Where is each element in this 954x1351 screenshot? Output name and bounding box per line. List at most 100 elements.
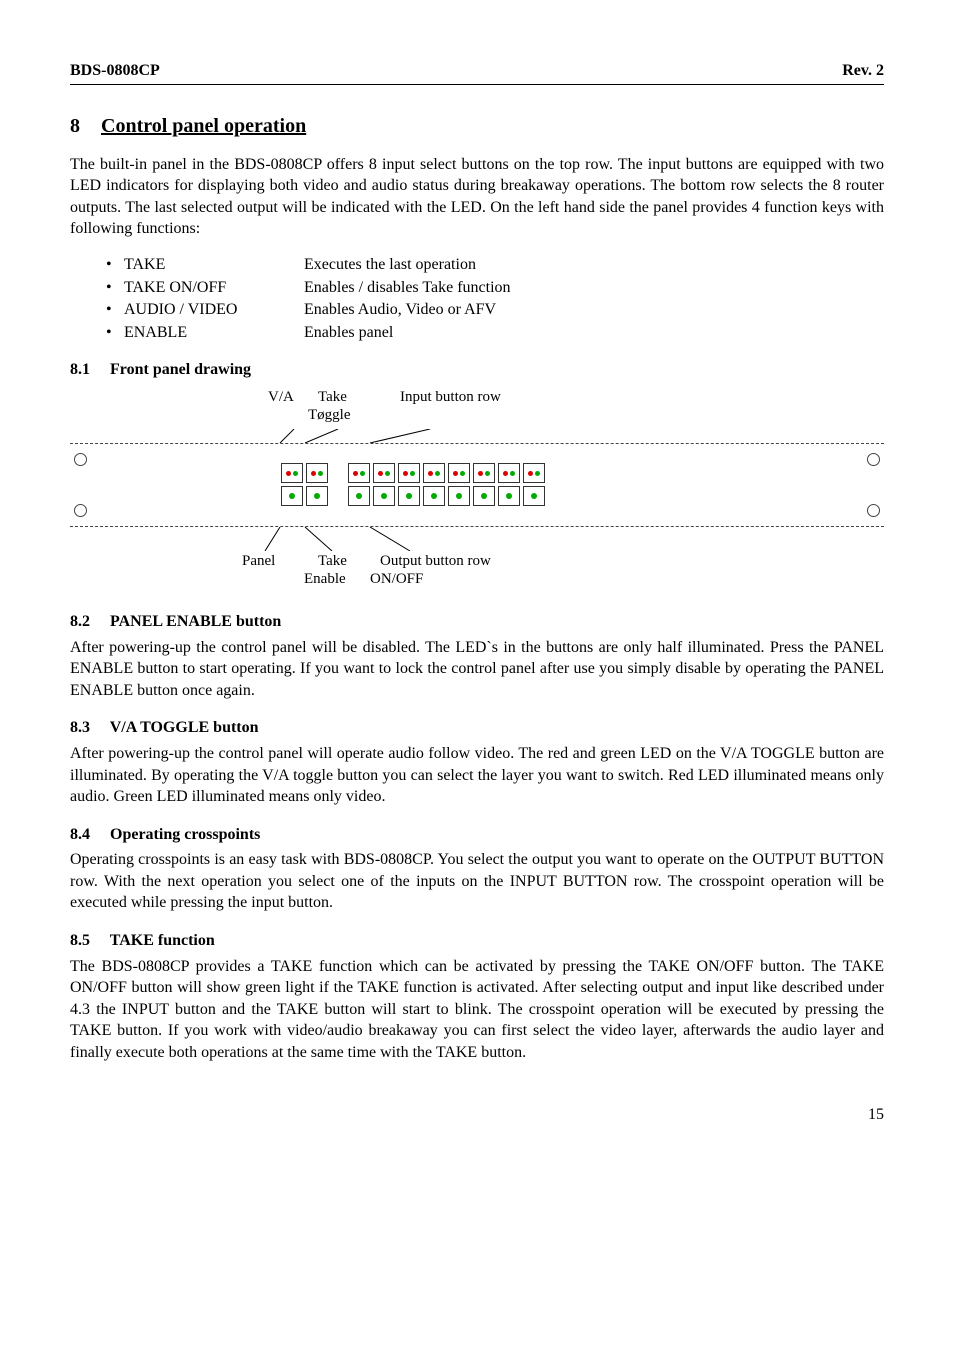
led-red-icon — [378, 471, 383, 476]
led-red-icon — [311, 471, 316, 476]
intro-paragraph: The built-in panel in the BDS-0808CP off… — [70, 154, 884, 240]
bottom-leader-lines — [70, 527, 884, 551]
label-input-row: Input button row — [400, 387, 501, 407]
bottom-annotation-row: Panel Take Output button row Enable ON/O… — [70, 551, 884, 595]
subsection-number: 8.5 — [70, 930, 106, 952]
led-red-icon — [353, 471, 358, 476]
led-green-icon — [289, 493, 295, 499]
take-onoff-button[interactable] — [306, 486, 328, 506]
panel-enable-button[interactable] — [281, 486, 303, 506]
subsection-title: V/A TOGGLE button — [110, 719, 259, 736]
subsection-title: TAKE function — [110, 932, 215, 949]
bullet-icon: • — [106, 254, 124, 276]
led-green-icon — [481, 493, 487, 499]
va-toggle-button[interactable] — [281, 463, 303, 483]
led-green-icon — [510, 471, 515, 476]
led-red-icon — [453, 471, 458, 476]
subsection-heading: 8.4 Operating crosspoints — [70, 824, 884, 846]
screw-icon — [74, 453, 87, 466]
input-button[interactable] — [423, 463, 445, 483]
led-red-icon — [403, 471, 408, 476]
list-item: • ENABLE Enables panel — [106, 322, 884, 344]
input-button[interactable] — [448, 463, 470, 483]
output-button[interactable] — [373, 486, 395, 506]
bullet-label: AUDIO / VIDEO — [124, 299, 304, 321]
led-green-icon — [360, 471, 365, 476]
input-button[interactable] — [348, 463, 370, 483]
led-green-icon — [410, 471, 415, 476]
led-green-icon — [293, 471, 298, 476]
subsection-heading: 8.2 PANEL ENABLE button — [70, 611, 884, 633]
output-button[interactable] — [498, 486, 520, 506]
section-number: 8 — [70, 113, 96, 140]
subsection-body: Operating crosspoints is an easy task wi… — [70, 849, 884, 914]
led-red-icon — [428, 471, 433, 476]
top-leader-lines — [70, 429, 884, 443]
screw-icon — [867, 504, 880, 517]
bullet-label: ENABLE — [124, 322, 304, 344]
bullet-desc: Enables panel — [304, 322, 884, 344]
led-green-icon — [314, 493, 320, 499]
led-green-icon — [356, 493, 362, 499]
input-button[interactable] — [523, 463, 545, 483]
section-title: Control panel operation — [101, 115, 306, 137]
bullet-desc: Enables Audio, Video or AFV — [304, 299, 884, 321]
bullet-icon: • — [106, 277, 124, 299]
output-button[interactable] — [473, 486, 495, 506]
front-panel-drawing: V/A Take Tøggle Input button row — [70, 387, 884, 595]
output-button[interactable] — [348, 486, 370, 506]
bullet-label: TAKE — [124, 254, 304, 276]
led-red-icon — [286, 471, 291, 476]
bullet-desc: Enables / disables Take function — [304, 277, 884, 299]
label-panel: Panel — [242, 551, 275, 571]
label-toggle: Tøggle — [308, 405, 351, 425]
list-item: • TAKE ON/OFF Enables / disables Take fu… — [106, 277, 884, 299]
bullet-label: TAKE ON/OFF — [124, 277, 304, 299]
screw-column-left — [70, 450, 91, 520]
io-button-grid — [348, 463, 545, 506]
input-button[interactable] — [373, 463, 395, 483]
led-red-icon — [503, 471, 508, 476]
subsection-heading: 8.3 V/A TOGGLE button — [70, 717, 884, 739]
subsection-title: PANEL ENABLE button — [110, 613, 281, 630]
led-green-icon — [531, 493, 537, 499]
subsection-number: 8.1 — [70, 359, 106, 381]
header-left: BDS-0808CP — [70, 60, 160, 82]
page-header: BDS-0808CP Rev. 2 — [70, 60, 884, 82]
subsection-body: The BDS-0808CP provides a TAKE function … — [70, 956, 884, 1064]
subsection-number: 8.2 — [70, 611, 106, 633]
output-button[interactable] — [448, 486, 470, 506]
input-button[interactable] — [473, 463, 495, 483]
led-green-icon — [535, 471, 540, 476]
function-button-grid — [281, 463, 328, 506]
led-red-icon — [478, 471, 483, 476]
subsection-body: After powering-up the control panel will… — [70, 743, 884, 808]
label-onoff: ON/OFF — [370, 569, 423, 589]
output-button[interactable] — [423, 486, 445, 506]
top-annotation-row: V/A Take Tøggle Input button row — [70, 387, 884, 429]
subsection-body: After powering-up the control panel will… — [70, 637, 884, 702]
button-area — [281, 463, 545, 506]
led-green-icon — [318, 471, 323, 476]
input-button[interactable] — [498, 463, 520, 483]
subsection-number: 8.3 — [70, 717, 106, 739]
section-heading: 8 Control panel operation — [70, 113, 884, 140]
subsection-title: Operating crosspoints — [110, 826, 260, 843]
input-button[interactable] — [398, 463, 420, 483]
subsection-heading: 8.5 TAKE function — [70, 930, 884, 952]
led-green-icon — [431, 493, 437, 499]
list-item: • TAKE Executes the last operation — [106, 254, 884, 276]
bullet-icon: • — [106, 322, 124, 344]
output-button[interactable] — [398, 486, 420, 506]
screw-icon — [867, 453, 880, 466]
label-enable: Enable — [304, 569, 346, 589]
screw-column-right — [863, 450, 884, 520]
led-green-icon — [435, 471, 440, 476]
led-green-icon — [460, 471, 465, 476]
output-button[interactable] — [523, 486, 545, 506]
led-red-icon — [528, 471, 533, 476]
led-green-icon — [456, 493, 462, 499]
take-button[interactable] — [306, 463, 328, 483]
function-list: • TAKE Executes the last operation • TAK… — [106, 254, 884, 343]
led-green-icon — [406, 493, 412, 499]
